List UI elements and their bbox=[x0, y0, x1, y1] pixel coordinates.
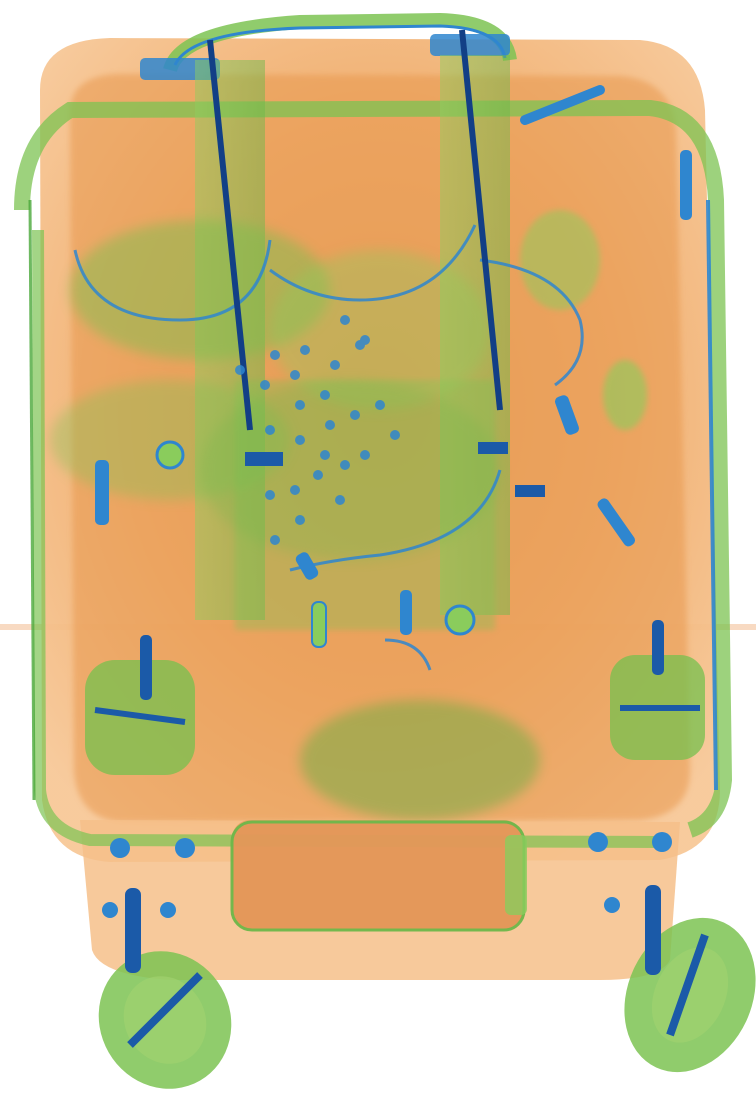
packed-clothing bbox=[50, 210, 647, 820]
shell-frame bbox=[14, 99, 733, 848]
wheel-left bbox=[98, 888, 232, 1089]
bottom-bottle bbox=[230, 820, 527, 932]
snap-fasteners bbox=[235, 315, 400, 545]
telescopic-handle bbox=[207, 29, 545, 497]
wheel-right bbox=[604, 885, 756, 1073]
zipper-pulls bbox=[95, 85, 692, 648]
caster-wheels bbox=[98, 832, 756, 1089]
zipper-wires bbox=[73, 224, 584, 671]
bottom-compartments bbox=[85, 620, 705, 775]
